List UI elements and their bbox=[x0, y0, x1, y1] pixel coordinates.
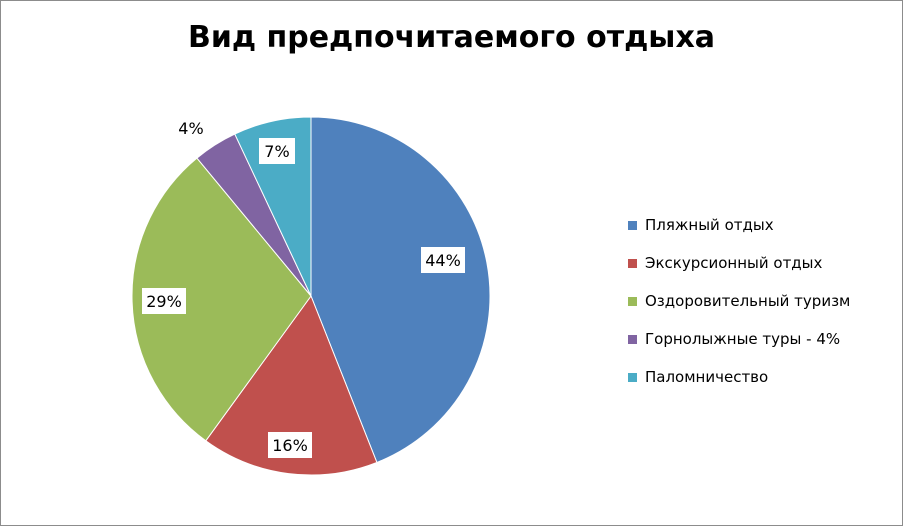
legend-label: Горнолыжные туры - 4% bbox=[645, 330, 841, 348]
data-label-text: 7% bbox=[264, 142, 289, 161]
data-label: 44% bbox=[421, 247, 465, 273]
legend: Пляжный отдых Экскурсионный отдых Оздорови… bbox=[628, 206, 850, 396]
legend-swatch bbox=[628, 372, 637, 382]
data-label: 4% bbox=[178, 119, 203, 138]
data-label-text: 44% bbox=[425, 251, 461, 270]
legend-swatch bbox=[628, 334, 637, 344]
legend-label: Паломничество bbox=[645, 368, 769, 386]
data-label: 7% bbox=[259, 138, 295, 164]
data-label: 16% bbox=[268, 432, 312, 458]
legend-swatch bbox=[628, 258, 637, 268]
chart-title: Вид предпочитаемого отдыха bbox=[187, 20, 716, 55]
legend-item: Оздоровительный туризм bbox=[628, 282, 850, 320]
legend-item: Пляжный отдых bbox=[628, 206, 850, 244]
legend-label: Экскурсионный отдых bbox=[645, 254, 823, 272]
legend-item: Горнолыжные туры - 4% bbox=[628, 320, 850, 358]
pie-slice bbox=[131, 157, 312, 442]
data-label-text: 16% bbox=[272, 436, 308, 455]
legend-label: Пляжный отдых bbox=[645, 216, 774, 234]
pie-slice bbox=[205, 294, 378, 476]
legend-swatch bbox=[628, 296, 637, 306]
data-label: 29% bbox=[142, 288, 186, 314]
legend-item: Паломничество bbox=[628, 358, 850, 396]
data-label-text: 4% bbox=[178, 119, 203, 138]
legend-swatch bbox=[628, 220, 637, 230]
legend-label: Оздоровительный туризм bbox=[645, 292, 851, 310]
pie-slice bbox=[310, 116, 491, 464]
data-label-text: 29% bbox=[146, 292, 182, 311]
legend-item: Экскурсионный отдых bbox=[628, 244, 850, 282]
